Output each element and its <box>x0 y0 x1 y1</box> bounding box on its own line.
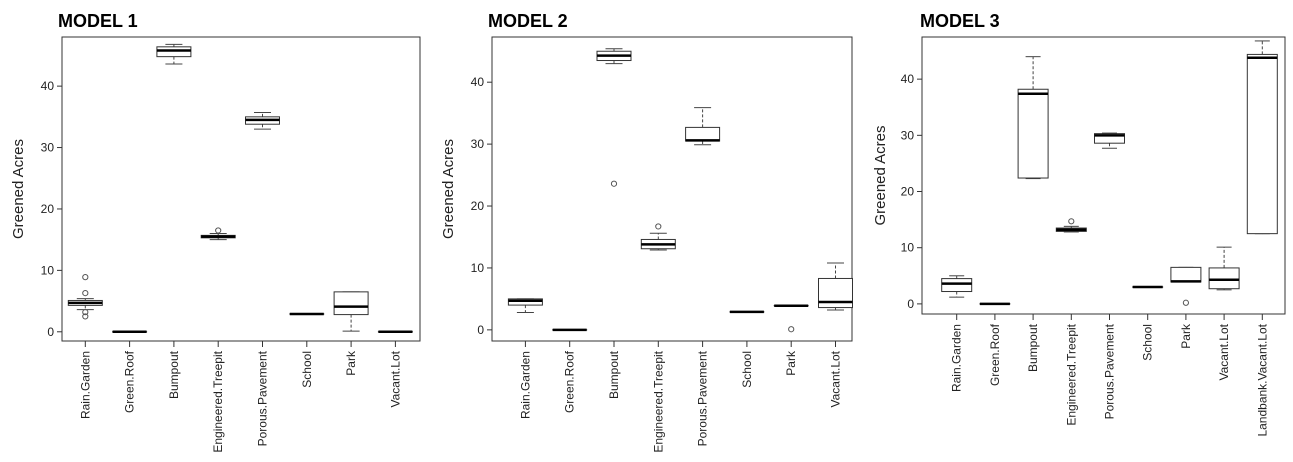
outlier-point <box>82 309 89 316</box>
y-axis-label: Greened Acres <box>872 125 889 225</box>
y-tick-label: 40 <box>901 72 915 86</box>
y-tick-label: 20 <box>471 199 485 213</box>
category-label: Rain.Garden <box>518 351 532 419</box>
box-Bumpout <box>156 43 192 65</box>
y-tick-label: 20 <box>41 202 55 216</box>
y-tick-label: 30 <box>471 137 485 151</box>
box-Porous.Pavement <box>685 107 721 146</box>
category-label: Rain.Garden <box>950 324 964 392</box>
outlier-point <box>610 180 618 187</box>
box-Rain.Garden <box>507 298 543 314</box>
y-tick-label: 40 <box>41 79 55 93</box>
box-Rain.Garden <box>67 274 103 320</box>
box-iqr <box>941 278 973 293</box>
box-Park <box>773 304 809 333</box>
outlier-point <box>655 223 662 230</box>
category-label: Green.Roof <box>988 323 1002 386</box>
category-label: Vacant.Lot <box>388 350 402 407</box>
category-label: Park <box>784 350 798 376</box>
category-label: Porous.Pavement <box>696 350 710 446</box>
category-label: Landbank.Vacant.Lot <box>1255 323 1269 436</box>
box-Park <box>1170 266 1202 306</box>
box-Vacant.Lot <box>1208 246 1240 291</box>
category-label: Engineered.Treepit <box>1064 323 1078 425</box>
category-label: Engineered.Treepit <box>651 350 665 452</box>
y-tick-label: 0 <box>477 323 484 337</box>
y-axis-label: Greened Acres <box>10 139 27 239</box>
box-iqr <box>1094 133 1125 144</box>
box-iqr <box>1017 88 1049 179</box>
y-tick-label: 30 <box>41 141 55 155</box>
panel-model-2: MODEL 2 Greened Acres 0 10 20 30 40 Rain.Garden… <box>440 11 853 453</box>
panel-title: MODEL 1 <box>58 11 138 31</box>
y-tick-label: 10 <box>41 263 55 277</box>
box-Engineered.Treepit <box>640 223 676 251</box>
y-tick-label: 40 <box>471 75 485 89</box>
box-Porous.Pavement <box>1094 132 1125 149</box>
panel-title: MODEL 3 <box>920 11 1000 31</box>
y-tick-label: 10 <box>471 261 485 275</box>
box-Rain.Garden <box>941 275 973 298</box>
category-label: Park <box>344 350 358 376</box>
outlier-point <box>1182 299 1190 306</box>
category-label: Porous.Pavement <box>1103 323 1117 419</box>
box-Landbank.Vacant.Lot <box>1246 40 1278 235</box>
panel-model-3: MODEL 3 Greened Acres 0 10 20 30 40 Rain.Garden… <box>872 11 1286 437</box>
box-iqr <box>685 126 721 142</box>
y-tick-label: 20 <box>901 185 915 199</box>
box-Engineered.Treepit <box>200 227 236 241</box>
category-label: Bumpout <box>1026 323 1040 372</box>
category-label: School <box>1141 324 1155 361</box>
outlier-point <box>215 227 222 234</box>
category-label: Vacant.Lot <box>829 350 843 407</box>
category-label: Green.Roof <box>123 350 137 413</box>
category-label: Vacant.Lot <box>1217 323 1231 380</box>
category-label: Engineered.Treepit <box>211 350 225 452</box>
box-iqr <box>1170 266 1202 283</box>
category-label: Bumpout <box>167 350 181 399</box>
y-tick-label: 0 <box>907 297 914 311</box>
box-iqr <box>1208 267 1240 290</box>
outlier-point <box>82 313 89 320</box>
outlier-point <box>1068 218 1075 225</box>
category-label: School <box>740 351 754 388</box>
panel-model-1: MODEL 1 Greened Acres 0 10 20 30 40 Rain.Garden… <box>10 11 421 453</box>
box-Bumpout <box>596 48 632 187</box>
outlier-point <box>82 274 89 281</box>
category-label: School <box>300 351 314 388</box>
category-label: Green.Roof <box>563 350 577 413</box>
box-Porous.Pavement <box>245 112 280 130</box>
box-Bumpout <box>1017 56 1049 180</box>
box-Engineered.Treepit <box>1055 218 1087 233</box>
outlier-point <box>788 326 795 333</box>
y-axis-label: Greened Acres <box>440 139 457 239</box>
plot-frame <box>61 36 421 342</box>
plot-frame <box>491 36 853 342</box>
category-label: Porous.Pavement <box>256 350 270 446</box>
box-Park <box>333 291 369 332</box>
y-tick-label: 30 <box>901 128 915 142</box>
category-label: Rain.Garden <box>78 351 92 419</box>
box-iqr <box>1246 53 1278 235</box>
box-Vacant.Lot <box>818 262 853 311</box>
y-tick-label: 0 <box>47 325 54 339</box>
category-label: Bumpout <box>607 350 621 399</box>
plot-frame <box>921 36 1286 315</box>
y-tick-label: 10 <box>901 241 915 255</box>
box-iqr <box>333 291 369 316</box>
panel-title: MODEL 2 <box>488 11 568 31</box>
category-label: Park <box>1179 323 1193 349</box>
outlier-point <box>82 289 89 297</box>
